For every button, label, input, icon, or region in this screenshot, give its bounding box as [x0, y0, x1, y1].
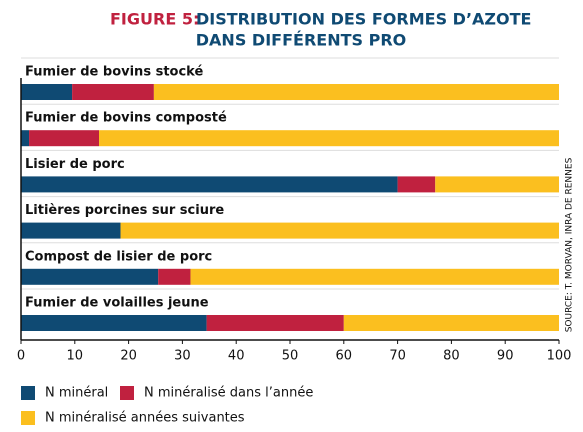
- legend-label: N minéralisé années suivantes: [45, 411, 245, 426]
- x-tick-label: 10: [67, 349, 84, 364]
- figure-label: FIGURE 5:: [110, 10, 199, 29]
- bar-segment: [21, 315, 207, 331]
- category-label: Fumier de bovins stocké: [25, 65, 203, 80]
- x-tick-label: 70: [389, 349, 406, 364]
- bar-segment: [343, 315, 559, 331]
- source: SOURCE: T. MORVAN, INRA DE RENNES: [565, 157, 575, 332]
- bar-segment: [397, 176, 436, 193]
- bar-segment: [21, 176, 398, 193]
- bar-segment: [99, 130, 559, 147]
- bar-segment: [29, 130, 100, 147]
- chart-title: DANS DIFFÉRENTS PRO: [196, 31, 406, 50]
- category-label: Fumier de bovins composté: [25, 111, 227, 126]
- legend-label: N minéral: [45, 386, 108, 401]
- x-tick-label: 0: [17, 349, 25, 364]
- category-label: Fumier de volailles jeune: [25, 296, 209, 311]
- bar-segment: [21, 130, 30, 147]
- bar-segment: [190, 268, 559, 285]
- legend-swatch: [21, 411, 35, 425]
- x-tick-label: 40: [228, 349, 245, 364]
- bar-segment: [21, 84, 73, 100]
- bar-segment: [206, 315, 344, 331]
- legend-label: N minéralisé dans l’année: [144, 386, 313, 401]
- x-tick-label: 100: [547, 349, 572, 364]
- bar-segment: [72, 84, 154, 100]
- x-tick-label: 50: [282, 349, 299, 364]
- chart-title: DISTRIBUTION DES FORMES D’AZOTE: [196, 10, 531, 29]
- x-tick-label: 60: [336, 349, 353, 364]
- x-tick-label: 90: [497, 349, 514, 364]
- bar-segment: [21, 222, 121, 239]
- legend-swatch: [120, 386, 134, 400]
- bar-segment: [158, 268, 191, 285]
- legend-swatch: [21, 386, 35, 400]
- x-tick-label: 20: [120, 349, 137, 364]
- category-label: Litières porcines sur sciure: [25, 203, 224, 218]
- bar-segment: [153, 84, 560, 100]
- bar-segment: [120, 222, 559, 239]
- bar-segment: [435, 176, 559, 193]
- bar-segment: [21, 268, 159, 285]
- x-tick-label: 80: [443, 349, 460, 364]
- x-tick-label: 30: [174, 349, 191, 364]
- category-label: Compost de lisier de porc: [25, 249, 212, 264]
- category-label: Lisier de porc: [25, 157, 125, 172]
